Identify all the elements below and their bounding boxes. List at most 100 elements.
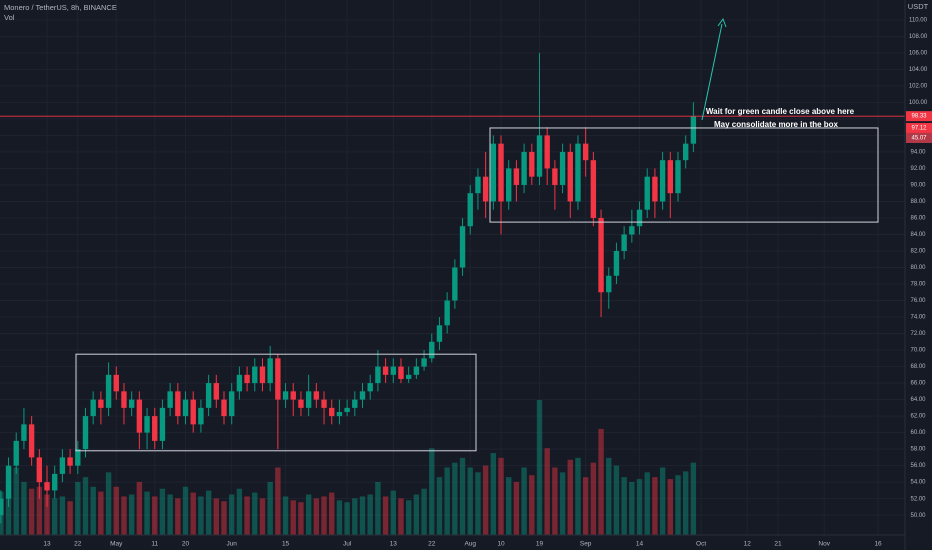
x-tick-label: 10 <box>497 541 505 548</box>
y-tick-label: 84.00 <box>910 232 926 238</box>
volume-bar <box>82 477 89 535</box>
candle-body <box>475 176 481 194</box>
candle-body <box>336 411 343 417</box>
y-tick-label: 110.00 <box>909 17 928 23</box>
candle-body <box>690 116 697 144</box>
y-tick-label: 54.00 <box>910 480 926 486</box>
candle-body <box>52 473 58 491</box>
overlay-layer <box>0 115 905 452</box>
candle-body <box>152 416 158 441</box>
candle-body <box>575 143 581 202</box>
volume-bar <box>244 496 250 535</box>
candle-body <box>236 374 243 392</box>
candle-body <box>644 176 650 210</box>
volume-bar <box>490 453 497 535</box>
y-tick-label: 64.00 <box>910 397 926 403</box>
candle-body <box>544 135 550 169</box>
candle-body <box>675 160 681 194</box>
volume-bar <box>313 498 320 535</box>
y-tick-label: 68.00 <box>910 364 926 370</box>
volume-bar <box>429 448 435 535</box>
x-tick-label: 19 <box>536 541 544 548</box>
volume-bar <box>621 477 627 535</box>
candle-body <box>667 160 673 194</box>
candle-body <box>282 391 289 400</box>
volume-bar <box>52 498 58 535</box>
candle-body <box>482 176 489 202</box>
x-tick-label: 11 <box>151 541 158 548</box>
candle-body <box>229 391 235 417</box>
y-tick-label: 102.00 <box>909 83 928 89</box>
arrow-line <box>701 23 723 121</box>
candle-body <box>490 143 497 202</box>
x-tick-label: 21 <box>774 541 782 548</box>
candle-body <box>13 440 19 466</box>
y-tick-label: 90.00 <box>910 183 926 189</box>
candle-layer <box>0 52 697 524</box>
candle-body <box>652 176 658 202</box>
candle-body <box>90 399 96 417</box>
candle-body <box>259 366 266 384</box>
candle-body <box>367 383 373 392</box>
volume-bar <box>382 496 389 535</box>
volume-bar <box>506 477 512 535</box>
candle-body <box>613 250 620 276</box>
candle-body <box>198 407 204 425</box>
x-tick-label: Nov <box>818 541 830 548</box>
candle-body <box>444 300 450 326</box>
candle-body <box>498 143 504 202</box>
volume-bar <box>498 457 504 535</box>
volume-bar <box>275 467 281 535</box>
candle-body <box>44 482 50 491</box>
volume-bar <box>259 498 266 535</box>
volume-bar <box>444 467 450 535</box>
candle-body <box>421 358 427 367</box>
candle-body <box>190 399 196 425</box>
volume-bar <box>675 475 681 535</box>
candle-body <box>413 366 420 375</box>
x-tick-label: Jul <box>343 541 352 548</box>
volume-bar <box>236 488 243 535</box>
y-tick-label: 108.00 <box>909 34 928 40</box>
volume-bar <box>159 488 166 535</box>
candle-body <box>28 424 35 458</box>
volume-bar <box>282 496 289 535</box>
volume-bar <box>636 479 643 535</box>
volume-bar <box>452 462 458 535</box>
volume-bar <box>398 498 404 535</box>
candle-body <box>375 366 381 384</box>
volume-bar <box>67 501 73 535</box>
candle-body <box>298 399 304 408</box>
volume-bar <box>475 472 481 535</box>
volume-bar <box>290 500 296 535</box>
volume-bar <box>390 490 396 535</box>
volume-bar <box>352 498 358 535</box>
y-tick-label: 86.00 <box>910 216 926 222</box>
candle-body <box>267 358 273 384</box>
candle-body <box>606 275 612 293</box>
y-tick-label: 100.00 <box>909 100 928 106</box>
volume-bar <box>121 496 127 535</box>
price-label-box <box>906 122 932 133</box>
candle-body <box>144 416 150 433</box>
y-tick-label: 94.00 <box>910 149 926 155</box>
volume-bar <box>36 486 43 535</box>
volume-bar <box>544 448 550 535</box>
volume-bar <box>521 467 527 535</box>
volume-bar <box>136 481 143 535</box>
y-tick-label: 62.00 <box>910 414 926 420</box>
volume-bar <box>305 494 312 535</box>
volume-bar <box>536 400 543 535</box>
volume-bar <box>213 498 219 535</box>
range-box <box>75 353 477 452</box>
y-tick-label: 92.00 <box>910 166 926 172</box>
candle-body <box>382 366 389 375</box>
volume-bar <box>21 481 27 535</box>
candle-body <box>252 366 258 384</box>
x-tick-label: 16 <box>874 541 882 548</box>
volume-bar <box>59 496 66 535</box>
candle-body <box>0 498 4 516</box>
volume-bar <box>44 494 50 535</box>
candle-body <box>621 234 627 251</box>
